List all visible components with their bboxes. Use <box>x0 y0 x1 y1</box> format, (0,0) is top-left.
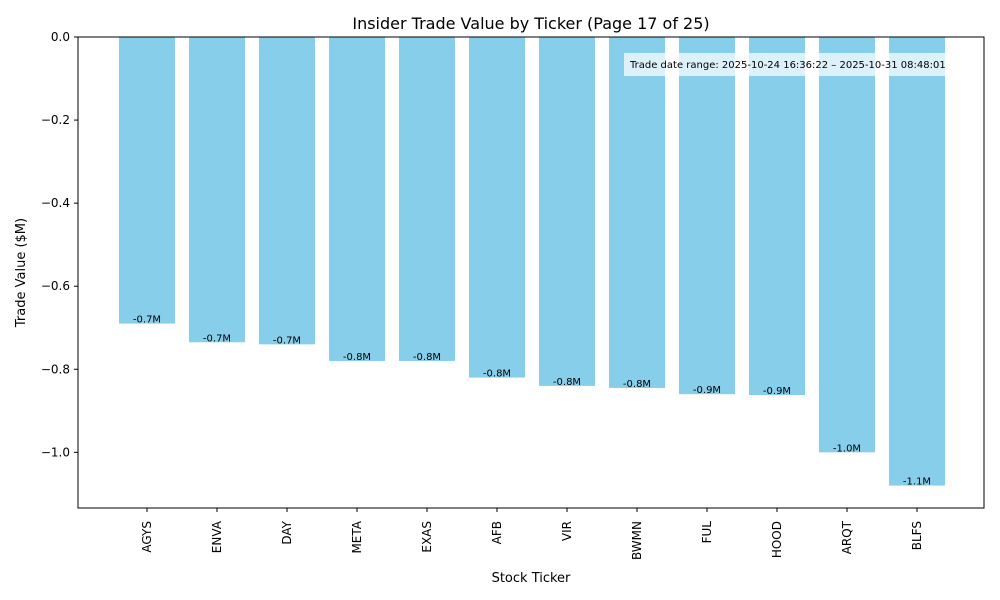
bar-exas <box>399 37 455 361</box>
date-range-annotation: Trade date range: 2025-10-24 16:36:22 – … <box>624 53 986 76</box>
data-label-blfs: -1.1M <box>903 477 931 488</box>
y-tick-label: −0.4 <box>41 196 70 210</box>
x-tick-label-hood: HOOD <box>770 521 784 558</box>
data-label-vir: -0.8M <box>553 377 581 388</box>
data-label-hood: -0.9M <box>763 386 791 397</box>
data-labels-group: -0.7M -0.7M -0.7M -0.8M -0.8M -0.8M -0.8M -0.8M… <box>133 315 931 488</box>
bar-ful <box>679 37 735 395</box>
bar-meta <box>329 37 385 361</box>
bar-arqt <box>819 37 875 453</box>
y-tick-label: −0.8 <box>41 362 70 376</box>
data-label-day: -0.7M <box>273 335 301 346</box>
x-tick-label-meta: META <box>350 520 364 553</box>
bar-enva <box>189 37 245 343</box>
x-axis: AGYS ENVA DAY META EXAS AFB VIR BWMN FUL HOOD ARQT… <box>140 508 924 560</box>
x-tick-label-exas: EXAS <box>420 521 434 553</box>
x-tick-label-enva: ENVA <box>210 520 224 553</box>
y-tick-label: −1.0 <box>41 445 70 459</box>
data-label-arqt: -1.0M <box>833 443 861 454</box>
y-axis-title: Trade Value ($M) <box>14 218 29 328</box>
x-tick-label-afb: AFB <box>490 521 504 544</box>
x-tick-label-blfs: BLFS <box>910 521 924 550</box>
bar-bwmn <box>609 37 665 388</box>
y-axis: 0.0 −0.2 −0.4 −0.6 −0.8 −1.0 <box>41 30 78 459</box>
x-tick-label-day: DAY <box>280 520 294 544</box>
y-tick-label: 0.0 <box>51 30 70 44</box>
data-label-enva: -0.7M <box>203 333 231 344</box>
data-label-agys: -0.7M <box>133 315 161 326</box>
bar-day <box>259 37 315 345</box>
bar-hood <box>749 37 805 396</box>
annotation-background <box>624 53 986 76</box>
data-label-afb: -0.8M <box>483 369 511 380</box>
x-tick-label-ful: FUL <box>700 521 714 544</box>
x-axis-title: Stock Ticker <box>492 571 571 586</box>
bar-blfs <box>889 37 945 486</box>
y-tick-label: −0.2 <box>41 113 70 127</box>
x-tick-label-agys: AGYS <box>140 521 154 553</box>
data-label-meta: -0.8M <box>343 352 371 363</box>
bar-agys <box>119 37 175 324</box>
x-tick-label-bwmn: BWMN <box>630 521 644 560</box>
data-label-exas: -0.8M <box>413 352 441 363</box>
data-label-bwmn: -0.8M <box>623 379 651 390</box>
x-tick-label-vir: VIR <box>560 521 574 541</box>
chart-title: Insider Trade Value by Ticker (Page 17 o… <box>352 14 709 33</box>
plot-frame <box>77 36 985 509</box>
data-label-ful: -0.9M <box>693 385 721 396</box>
x-tick-label-arqt: ARQT <box>840 520 854 554</box>
bars-group <box>119 37 945 486</box>
bar-afb <box>469 37 525 378</box>
y-tick-label: −0.6 <box>41 279 70 293</box>
bar-vir <box>539 37 595 386</box>
annotation-text: Trade date range: 2025-10-24 16:36:22 – … <box>629 60 946 71</box>
